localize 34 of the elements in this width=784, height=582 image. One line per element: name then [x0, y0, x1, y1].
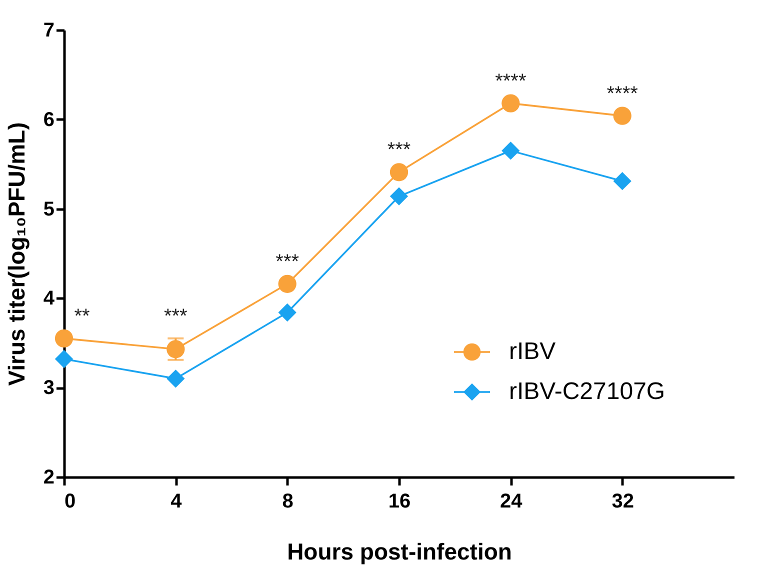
- point: [54, 329, 74, 348]
- y-tick-label: 2: [43, 466, 54, 488]
- x-axis-title: Hours post-infection: [287, 538, 512, 564]
- y-tick-label: 6: [43, 108, 54, 131]
- point: [613, 106, 632, 125]
- x-tick-label: 0: [64, 490, 76, 512]
- x-tick-label: 4: [170, 490, 183, 512]
- x-tick-label: 16: [388, 490, 411, 512]
- annotation: ****: [495, 70, 526, 92]
- point: [502, 94, 520, 112]
- point: [278, 303, 296, 322]
- point: [278, 274, 296, 293]
- x-tick-label: 8: [282, 490, 294, 512]
- y-tick-label: 3: [43, 377, 54, 400]
- point: [54, 350, 74, 368]
- annotation: ***: [164, 305, 188, 328]
- legend-label: rIBV-C27107G: [509, 378, 666, 405]
- point: [390, 187, 408, 206]
- y-tick-label: 4: [43, 288, 56, 310]
- annotation: ****: [606, 82, 638, 105]
- point: [613, 172, 632, 190]
- y-tick-label: 5: [43, 198, 54, 220]
- annotation: ***: [387, 139, 411, 162]
- annotation: ***: [276, 250, 300, 273]
- point: [502, 142, 520, 160]
- x-tick-label: 24: [500, 490, 524, 512]
- y-axis-title: Virus titer(log₁₀PFU/mL): [3, 122, 30, 386]
- y-tick-label: 7: [43, 20, 54, 42]
- point: [390, 163, 408, 182]
- point: [166, 370, 185, 388]
- x-tick-label: 32: [612, 490, 634, 512]
- annotation: **: [74, 305, 90, 328]
- legend-label: rIBV: [509, 338, 556, 365]
- point: [166, 340, 185, 358]
